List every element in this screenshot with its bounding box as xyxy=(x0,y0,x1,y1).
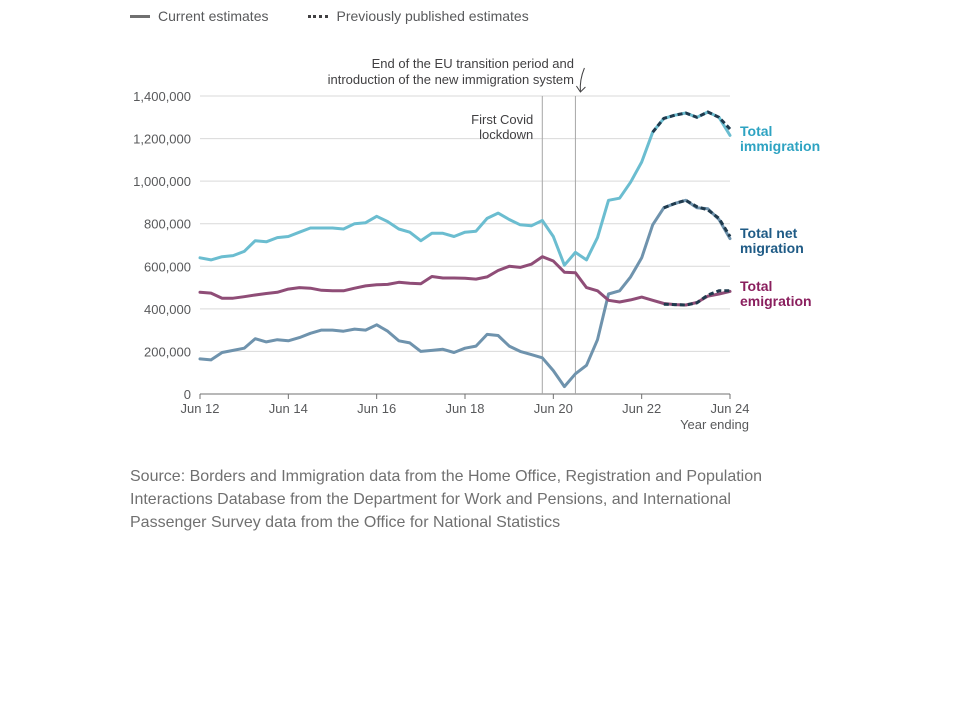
x-tick-label-1: Jun 14 xyxy=(269,401,308,416)
series-label-net-1: migration xyxy=(740,240,804,256)
source-line-2: Interactions Database from the Departmen… xyxy=(130,488,830,511)
annotation-eu-line-2: introduction of the new immigration syst… xyxy=(328,72,574,87)
series-label-net-0: Total net xyxy=(740,225,798,241)
y-tick-label-2: 400,000 xyxy=(144,302,191,317)
x-tick-label-4: Jun 20 xyxy=(534,401,573,416)
y-tick-label-1: 200,000 xyxy=(144,344,191,359)
y-tick-label-6: 1,200,000 xyxy=(133,132,191,147)
y-tick-label-0: 0 xyxy=(184,387,191,402)
source-note: Source: Borders and Immigration data fro… xyxy=(130,465,830,534)
x-axis-title: Year ending xyxy=(680,417,749,432)
annotation-arrowhead-icon xyxy=(576,86,585,92)
series-label-emigration-0: Total xyxy=(740,278,772,294)
series-label-emigration-1: emigration xyxy=(740,293,812,309)
annotation-covid-line-1: First Covid xyxy=(471,112,533,127)
annotation-eu-line-1: End of the EU transition period and xyxy=(372,56,574,71)
migration-line-chart: 0 200,000 400,000 600,000 800,000 1,000,000 1,… xyxy=(0,0,960,460)
series-line-net xyxy=(200,200,730,386)
x-tick-label-6: Jun 24 xyxy=(710,401,749,416)
source-line-1: Source: Borders and Immigration data fro… xyxy=(130,465,830,488)
series-previous-line-net xyxy=(664,200,730,236)
y-tick-label-5: 1,000,000 xyxy=(133,174,191,189)
y-tick-label-7: 1,400,000 xyxy=(133,89,191,104)
x-tick-label-0: Jun 12 xyxy=(180,401,219,416)
y-tick-label-4: 800,000 xyxy=(144,217,191,232)
series-label-immigration-0: Total xyxy=(740,123,772,139)
series-label-immigration-1: immigration xyxy=(740,138,820,154)
series-line-emigration xyxy=(200,257,730,305)
x-tick-label-5: Jun 22 xyxy=(622,401,661,416)
series-line-immigration xyxy=(200,112,730,265)
y-tick-label-3: 600,000 xyxy=(144,259,191,274)
x-tick-label-2: Jun 16 xyxy=(357,401,396,416)
source-line-3: Passenger Survey data from the Office fo… xyxy=(130,511,830,534)
annotation-covid-line-2: lockdown xyxy=(479,127,533,142)
x-tick-label-3: Jun 18 xyxy=(445,401,484,416)
